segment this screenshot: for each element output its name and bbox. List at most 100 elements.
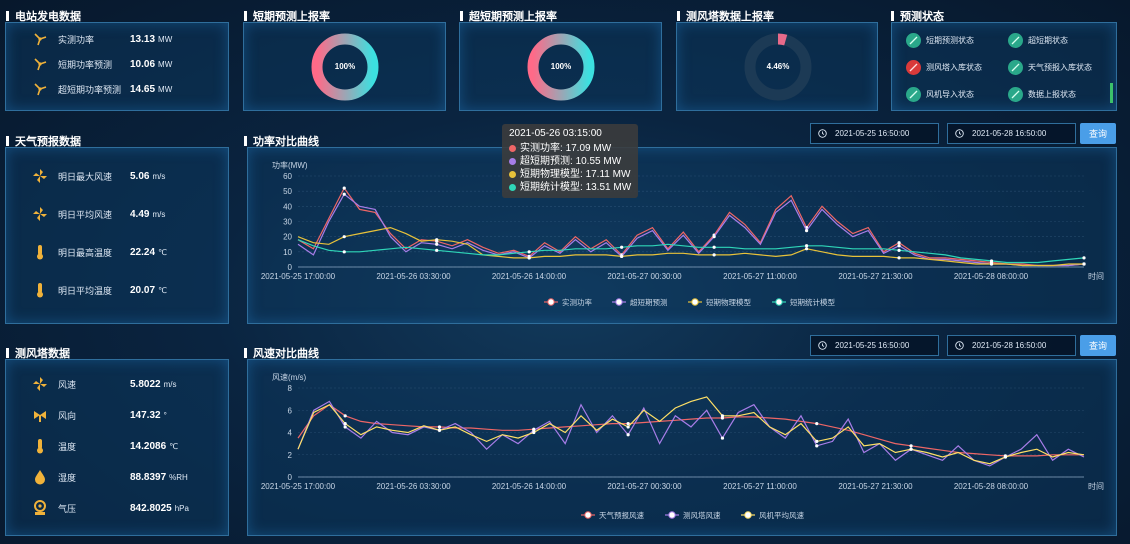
legend-marker <box>547 298 555 306</box>
tower-unit: m/s <box>163 379 177 389</box>
wind-chart[interactable]: 风速(m/s) 0 2 4 6 8 2021-05-25 17:00:00 2021-05-2… <box>248 360 1118 537</box>
tower-label: 风速 <box>58 379 77 390</box>
y-tick-label: 20 <box>283 233 292 242</box>
legend-label: 测风塔风速 <box>683 510 721 520</box>
tooltip-value: 13.51 MW <box>585 182 632 193</box>
series-point <box>532 430 536 435</box>
weather-value: 22.24 <box>130 246 156 258</box>
status-panel: 短期预测状态 超短期状态 测风塔入库状态 天气预报入库状态 风机导入状态 数据上… <box>891 22 1117 111</box>
legend-label: 天气预报风速 <box>599 510 644 520</box>
legend-item[interactable]: 短期物理模型 <box>688 297 751 307</box>
weather-unit: ℃ <box>158 285 168 295</box>
scrollbar-thumb[interactable] <box>1110 83 1113 103</box>
tower-title: 测风塔数据 <box>6 345 70 361</box>
tower-report-panel: 4.46% <box>676 22 878 111</box>
tower-panel: 风速 5.8022 m/s 风向 147.32 ° 温度 14.2086 ℃ 湿… <box>5 359 229 536</box>
status-dot-icon <box>906 87 921 102</box>
legend-marker <box>668 511 676 519</box>
wind-query-button[interactable]: 查询 <box>1080 335 1116 356</box>
status-item: 天气预报入库状态 <box>1008 60 1092 75</box>
weather-row: 明日平均温度 20.07 ℃ <box>6 282 167 298</box>
tower-row: 风向 147.32 ° <box>6 407 167 423</box>
series-point <box>435 248 439 252</box>
legend-item[interactable]: 测风塔风速 <box>665 510 721 520</box>
station-row: 短期功率预测 10.06 MW <box>6 56 172 72</box>
series-point <box>804 229 809 233</box>
x-tick-label: 2021-05-27 21:30:00 <box>838 272 913 281</box>
series-point <box>804 247 809 251</box>
ultra-report-title: 超短期预测上报率 <box>460 8 557 24</box>
tower-unit: %RH <box>169 472 188 482</box>
windmill-icon <box>32 206 48 222</box>
series-point <box>620 254 624 258</box>
legend-marker <box>775 298 783 306</box>
status-item: 风机导入状态 <box>906 87 974 102</box>
tooltip-dot-icon <box>509 171 516 178</box>
station-label: 实测功率 <box>58 34 95 45</box>
x-tick-label: 2021-05-28 08:00:00 <box>954 482 1029 491</box>
tooltip-row: 超短期预测: 10.55 MW <box>509 155 631 168</box>
series-point <box>343 414 347 418</box>
tower-value: 14.2086 <box>130 440 167 452</box>
y-tick-label: 6 <box>288 406 293 415</box>
short-report-ring <box>311 33 379 101</box>
tooltip-dot-icon <box>509 158 516 165</box>
series-point <box>342 235 346 239</box>
status-label: 短期预测状态 <box>926 36 974 45</box>
status-dot-icon <box>1008 60 1023 75</box>
windmill-icon <box>32 376 48 392</box>
legend-item[interactable]: 天气预报风速 <box>581 510 644 520</box>
y-tick-label: 2 <box>288 451 293 460</box>
series-point <box>435 238 439 242</box>
ultra-report-ring <box>527 33 595 101</box>
power-start-date[interactable]: 2021-05-25 16:50:00 <box>810 123 939 144</box>
station-unit: MW <box>158 84 173 94</box>
short-report-title: 短期预测上报率 <box>244 8 330 24</box>
y-axis-label: 功率(MW) <box>272 160 308 170</box>
station-label: 超短期功率预测 <box>58 84 122 95</box>
legend-item[interactable]: 风机平均风速 <box>741 510 804 520</box>
tower-report-donut: 4.46% <box>743 32 813 102</box>
wind-end-date[interactable]: 2021-05-28 16:50:00 <box>947 335 1076 356</box>
y-tick-label: 10 <box>283 248 292 257</box>
tower-label: 湿度 <box>58 472 77 483</box>
series-point <box>712 245 716 249</box>
status-label: 数据上报状态 <box>1028 90 1076 99</box>
tower-report-arc <box>744 33 812 101</box>
weather-unit: m/s <box>152 171 166 181</box>
power-tooltip: 2021-05-26 03:15:00 实测功率: 17.09 MW 超短期预测… <box>502 124 639 198</box>
short-report-donut: 100% <box>310 32 380 102</box>
legend-label: 短期统计模型 <box>790 297 835 307</box>
series-point <box>620 245 624 249</box>
wind-chart-title: 风速对比曲线 <box>244 345 319 361</box>
legend-item[interactable]: 实测功率 <box>544 297 592 307</box>
wind-direction-icon <box>32 407 48 423</box>
weather-panel: 明日最大风速 5.06 m/s 明日平均风速 4.49 m/s 明日最高温度 2… <box>5 147 229 324</box>
tower-unit: ° <box>163 410 167 420</box>
pressure-icon <box>32 500 48 516</box>
legend-item[interactable]: 短期统计模型 <box>772 297 835 307</box>
thermometer-icon <box>32 282 48 298</box>
station-panel: 实测功率 13.13 MW 短期功率预测 10.06 MW 超短期功率预测 14… <box>5 22 229 111</box>
thermometer-icon <box>32 244 48 260</box>
tooltip-dot-icon <box>509 145 516 152</box>
power-chart[interactable]: 功率(MW) 0 10 20 30 40 50 60 2021-05-25 17:00:00 20… <box>248 148 1118 325</box>
wind-start-date[interactable]: 2021-05-25 16:50:00 <box>810 335 939 356</box>
legend-item[interactable]: 超短期预测 <box>612 297 668 307</box>
weather-unit: ℃ <box>158 247 168 257</box>
legend-marker <box>691 298 699 306</box>
weather-title: 天气预报数据 <box>6 133 81 149</box>
weather-value: 4.49 <box>130 208 150 220</box>
power-start-date-text: 2021-05-25 16:50:00 <box>835 129 910 138</box>
legend-marker <box>584 511 592 519</box>
status-item: 短期预测状态 <box>906 33 974 48</box>
tooltip-label: 短期统计模型: <box>520 182 583 193</box>
power-end-date[interactable]: 2021-05-28 16:50:00 <box>947 123 1076 144</box>
power-query-button[interactable]: 查询 <box>1080 123 1116 144</box>
weather-label: 明日最大风速 <box>58 171 113 182</box>
series-point <box>342 250 346 254</box>
tower-value: 842.8025 <box>130 502 172 514</box>
humidity-icon <box>32 469 48 485</box>
windmill-icon <box>32 168 48 184</box>
series-point <box>897 241 901 245</box>
